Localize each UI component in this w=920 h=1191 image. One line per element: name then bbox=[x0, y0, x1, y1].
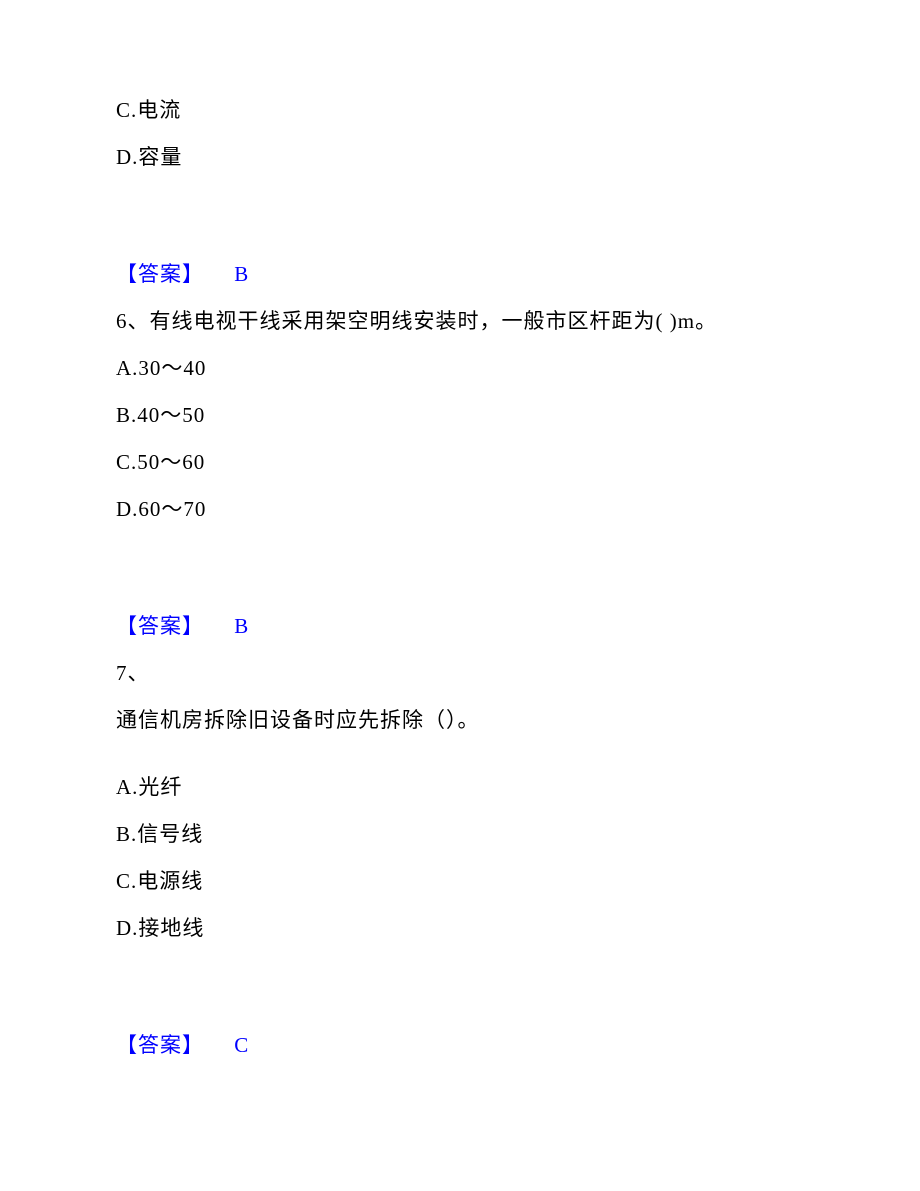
answer-label: 【答案】 bbox=[116, 262, 204, 286]
spacer bbox=[116, 546, 804, 616]
q7-option-a: A.光纤 bbox=[116, 777, 804, 798]
q7-option-c: C.电源线 bbox=[116, 871, 804, 892]
q7-number: 7、 bbox=[116, 663, 804, 684]
q5-option-c: C.电流 bbox=[116, 100, 804, 121]
spacer bbox=[116, 194, 804, 264]
answer-label: 【答案】 bbox=[116, 1033, 204, 1057]
q6-option-c: C.50～60 bbox=[116, 452, 804, 473]
q6-option-d: D.60～70 bbox=[116, 499, 804, 520]
answer-label: 【答案】 bbox=[116, 614, 204, 638]
q7-option-d: D.接地线 bbox=[116, 918, 804, 939]
answer-value: C bbox=[234, 1033, 249, 1057]
answer-value: B bbox=[234, 614, 249, 638]
q7-answer: 【答案】 C bbox=[116, 1035, 804, 1056]
q6-option-a: A.30～40 bbox=[116, 358, 804, 379]
answer-value: B bbox=[234, 262, 249, 286]
q7-stem: 通信机房拆除旧设备时应先拆除（）。 bbox=[116, 710, 804, 731]
q5-option-d: D.容量 bbox=[116, 147, 804, 168]
q7-option-b: B.信号线 bbox=[116, 824, 804, 845]
q6-option-b: B.40～50 bbox=[116, 405, 804, 426]
q5-answer: 【答案】 B bbox=[116, 264, 804, 285]
q6-answer: 【答案】 B bbox=[116, 616, 804, 637]
spacer bbox=[116, 965, 804, 1035]
q6-stem: 6、有线电视干线采用架空明线安装时，一般市区杆距为( )m。 bbox=[116, 311, 804, 332]
spacer bbox=[116, 757, 804, 777]
